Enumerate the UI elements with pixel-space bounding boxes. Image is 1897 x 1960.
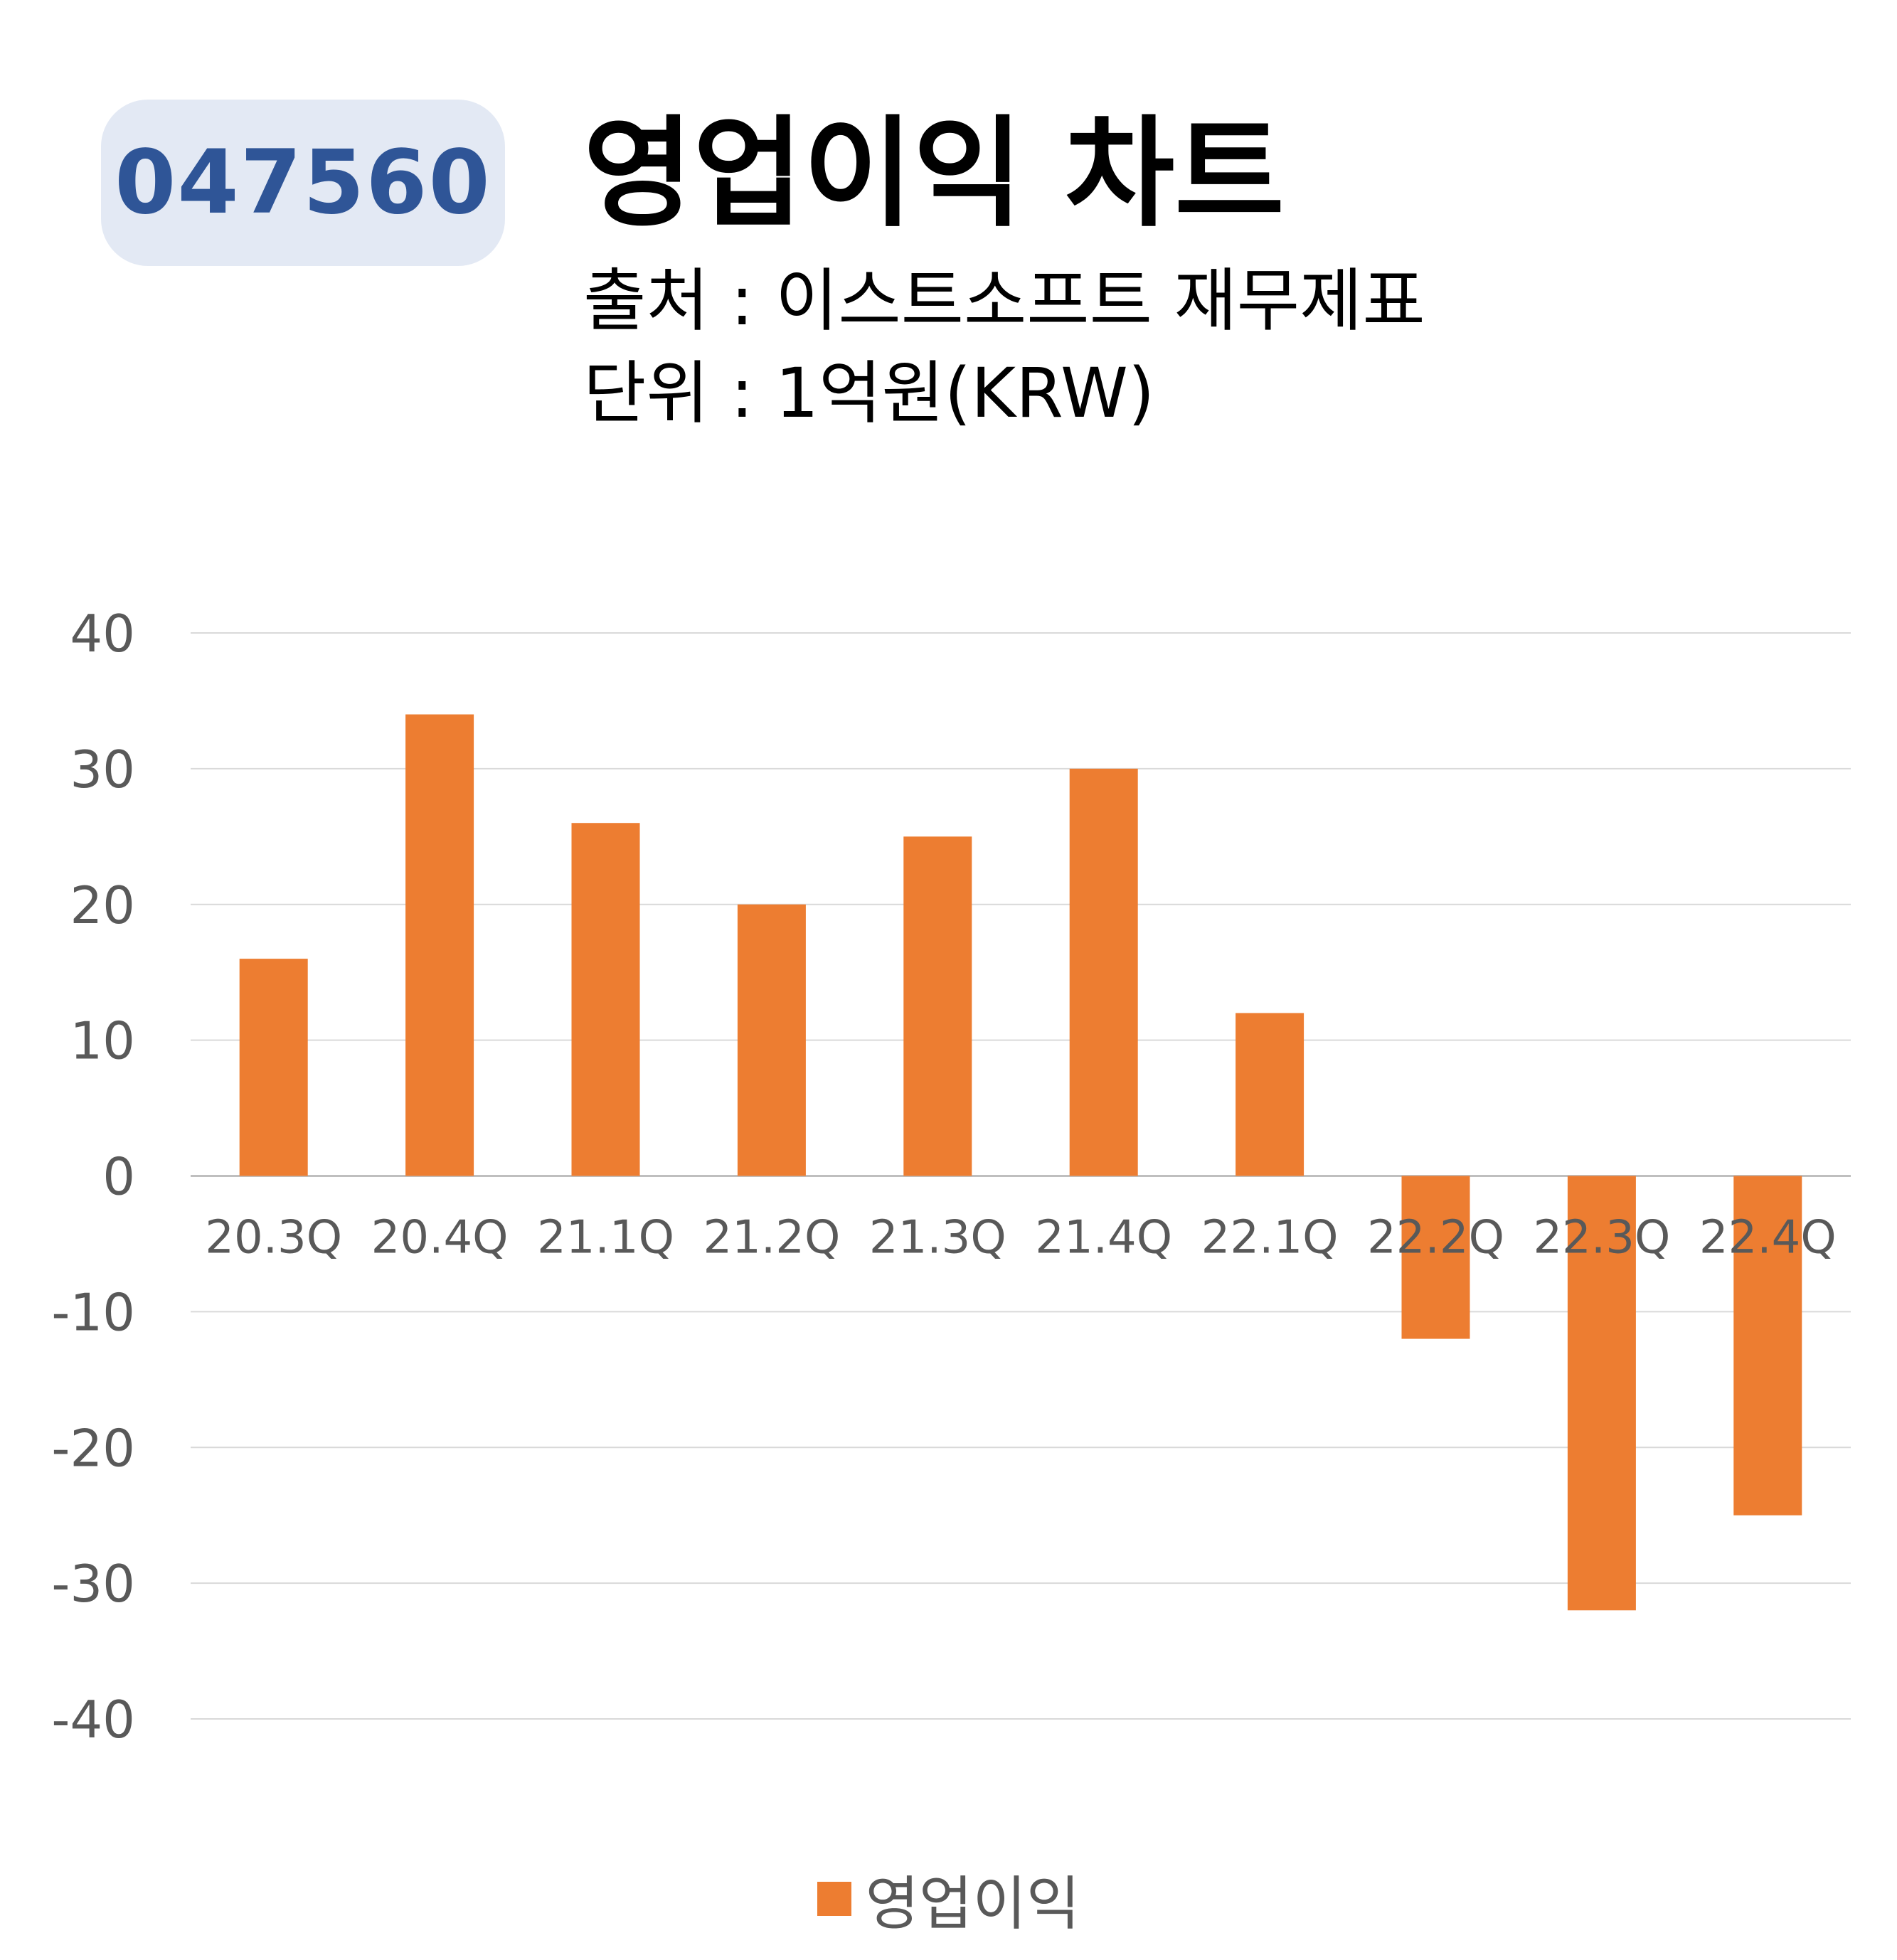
x-tick-label: 21.2Q bbox=[703, 1212, 840, 1264]
source-text: 출처 : 이스트소프트 재무제표 bbox=[583, 261, 1425, 341]
bar bbox=[1236, 1013, 1304, 1176]
legend-swatch bbox=[817, 1881, 851, 1916]
y-tick-label: 30 bbox=[70, 740, 135, 799]
y-tick-label: 10 bbox=[70, 1011, 135, 1071]
bar bbox=[903, 836, 972, 1176]
unit-text: 단위 : 1억원(KRW) bbox=[583, 353, 1155, 433]
y-tick-label: -40 bbox=[51, 1690, 135, 1749]
stock-code-badge: 047560 bbox=[101, 100, 505, 266]
x-tick-label: 20.4Q bbox=[371, 1212, 509, 1264]
y-tick-label: 40 bbox=[70, 604, 135, 664]
y-tick-label: -10 bbox=[51, 1282, 135, 1342]
x-tick-label: 20.3Q bbox=[205, 1212, 342, 1264]
y-tick-label: -30 bbox=[51, 1554, 135, 1614]
bar bbox=[405, 714, 474, 1176]
bar bbox=[737, 904, 806, 1176]
chart-title: 영업이익 차트 bbox=[583, 104, 1285, 243]
y-tick-label: 0 bbox=[102, 1147, 135, 1207]
y-tick-label: 20 bbox=[70, 875, 135, 935]
x-tick-label: 21.1Q bbox=[537, 1212, 674, 1264]
x-tick-label: 22.1Q bbox=[1201, 1212, 1339, 1264]
bar bbox=[1567, 1176, 1636, 1611]
x-tick-label: 22.3Q bbox=[1533, 1212, 1670, 1264]
x-tick-label: 22.4Q bbox=[1699, 1212, 1837, 1264]
x-tick-label: 22.2Q bbox=[1367, 1212, 1504, 1264]
bar bbox=[1401, 1176, 1470, 1339]
y-tick-label: -20 bbox=[51, 1418, 135, 1478]
x-tick-label: 21.3Q bbox=[869, 1212, 1006, 1264]
bar bbox=[239, 959, 308, 1176]
bar bbox=[571, 823, 640, 1176]
stock-code: 047560 bbox=[115, 132, 491, 234]
x-tick-label: 21.4Q bbox=[1035, 1212, 1172, 1264]
bar bbox=[1733, 1176, 1802, 1516]
bar bbox=[1069, 768, 1138, 1176]
legend: 영업이익 bbox=[0, 1856, 1897, 1941]
legend-label: 영업이익 bbox=[865, 1870, 1080, 1938]
